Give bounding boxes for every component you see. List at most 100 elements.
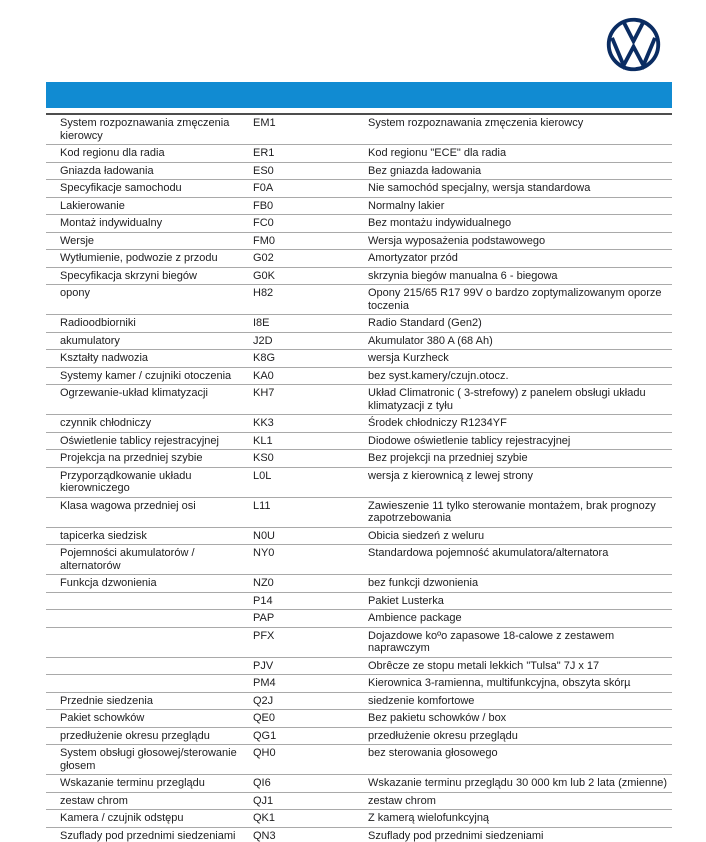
row-label: Szuflady pod przednimi siedzeniami bbox=[60, 829, 236, 842]
row-description: Wskazanie terminu przeglądu 30 000 km lu… bbox=[368, 777, 667, 789]
row-label: tapicerka siedzisk bbox=[60, 529, 147, 542]
row-description: Diodowe oświetlenie tablicy rejestracyjn… bbox=[368, 434, 571, 447]
row-code: G0K bbox=[253, 269, 276, 282]
row-code: ER1 bbox=[253, 147, 275, 159]
table-row: tapicerka siedzisk N0U Obicia siedzeń z … bbox=[46, 528, 672, 545]
row-description: Bez pakietu schowków / box bbox=[368, 712, 507, 724]
table-row: Ogrzewanie-układ klimatyzacji KH7 Układ … bbox=[46, 385, 672, 415]
table-row: opony H82 Opony 215/65 R17 99V o bardzo … bbox=[46, 285, 672, 315]
row-code: ES0 bbox=[253, 164, 274, 177]
row-label bbox=[60, 612, 252, 625]
table-row: PM4 Kierownica 3-ramienna, multifunkcyjn… bbox=[46, 675, 672, 693]
row-code: FC0 bbox=[253, 217, 274, 229]
row-code: L11 bbox=[253, 499, 271, 512]
row-label: Przyporządkowanie układu kierowniczego bbox=[60, 469, 192, 495]
row-label: Przednie siedzenia bbox=[60, 694, 153, 707]
row-description: Kod regionu "ECE" dla radia bbox=[368, 147, 507, 159]
row-code: P14 bbox=[253, 594, 273, 607]
row-label: Kształty nadwozia bbox=[60, 352, 149, 364]
row-label: System rozpoznawania zmęczenia kierowcy bbox=[60, 117, 230, 142]
table-row: Kamera / czujnik odstępu QK1 Z kamerą wi… bbox=[46, 810, 672, 828]
header-blue-bar bbox=[46, 82, 672, 108]
row-label: Ogrzewanie-układ klimatyzacji bbox=[60, 387, 208, 399]
table-row: Gniazda ładowania ES0 Bez gniazda ładowa… bbox=[46, 163, 672, 180]
row-description: Pakiet Lusterka bbox=[368, 594, 444, 607]
table-row: Lakierowanie FB0 Normalny lakier bbox=[46, 198, 672, 215]
table-row: PFX Dojazdowe koºo zapasowe 18-calowe z … bbox=[46, 628, 672, 658]
table-row: Przednie siedzenia Q2J siedzenie komfort… bbox=[46, 693, 672, 710]
row-description: skrzynia biegów manualna 6 - biegowa bbox=[368, 269, 558, 282]
row-code: KA0 bbox=[253, 369, 274, 382]
row-label: opony bbox=[60, 287, 90, 299]
table-row: Szuflady pod przednimi siedzeniami QN3 S… bbox=[46, 828, 672, 842]
row-label bbox=[60, 677, 252, 690]
row-label: Funkcja dzwonienia bbox=[60, 577, 157, 589]
row-label: Projekcja na przedniej szybie bbox=[60, 452, 203, 464]
row-description: bez funkcji dzwonienia bbox=[368, 577, 479, 589]
row-description: Amortyzator przód bbox=[368, 252, 458, 264]
row-description: wersja Kurzheck bbox=[368, 352, 449, 364]
row-label: zestaw chrom bbox=[60, 794, 128, 807]
row-description: Bez gniazda ładowania bbox=[368, 164, 482, 177]
row-code: FM0 bbox=[253, 234, 275, 247]
row-code: QN3 bbox=[253, 829, 276, 842]
row-description: Wersja wyposażenia podstawowego bbox=[368, 234, 546, 247]
row-label: Kamera / czujnik odstępu bbox=[60, 812, 184, 824]
row-code: F0A bbox=[253, 182, 274, 194]
row-code: N0U bbox=[253, 529, 276, 542]
table-row: Specyfikacje samochodu F0A Nie samochód … bbox=[46, 180, 672, 198]
row-label: Oświetlenie tablicy rejestracyjnej bbox=[60, 434, 219, 447]
row-description: Układ Climatronic ( 3-strefowy) z panele… bbox=[368, 387, 646, 412]
table-row: Radioodbiorniki I8E Radio Standard (Gen2… bbox=[46, 315, 672, 333]
table-row: Montaż indywidualny FC0 Bez montażu indy… bbox=[46, 215, 672, 233]
table-row: Pojemności akumulatorów / alternatorów N… bbox=[46, 545, 672, 575]
row-description: wersja z kierownicą z lewej strony bbox=[368, 469, 534, 482]
row-description: Kierownica 3-ramienna, multifunkcyjna, o… bbox=[368, 677, 631, 689]
row-description: Opony 215/65 R17 99V o bardzo zoptymaliz… bbox=[368, 287, 662, 312]
row-code: QK1 bbox=[253, 812, 276, 824]
row-description: Normalny lakier bbox=[368, 199, 445, 212]
row-label bbox=[60, 630, 252, 655]
row-description: Z kamerą wielofunkcyjną bbox=[368, 812, 490, 824]
row-code: QJ1 bbox=[253, 794, 274, 807]
row-code: H82 bbox=[253, 287, 274, 299]
equipment-table: System rozpoznawania zmęczenia kierowcy … bbox=[46, 113, 672, 842]
row-label: przedłużenie okresu przeglądu bbox=[60, 729, 210, 742]
row-code: QI6 bbox=[253, 777, 271, 789]
table-row: Specyfikacja skrzyni biegów G0K skrzynia… bbox=[46, 268, 672, 285]
row-label: Wersje bbox=[60, 234, 95, 247]
row-label: Gniazda ładowania bbox=[60, 164, 154, 177]
row-label bbox=[60, 660, 252, 673]
row-code: EM1 bbox=[253, 117, 276, 129]
row-description: Szuflady pod przednimi siedzeniami bbox=[368, 829, 544, 842]
row-label: Kod regionu dla radia bbox=[60, 147, 165, 159]
table-row: PAP Ambience package bbox=[46, 610, 672, 628]
table-row: akumulatory J2D Akumulator 380 A (68 Ah) bbox=[46, 333, 672, 350]
table-row: czynnik chłodniczy KK3 Środek chłodniczy… bbox=[46, 415, 672, 433]
row-label: Wytłumienie, podwozie z przodu bbox=[60, 252, 218, 264]
row-code: G02 bbox=[253, 252, 274, 264]
row-description: bez sterowania głosowego bbox=[368, 747, 498, 759]
row-description: Ambience package bbox=[368, 612, 462, 624]
row-label: System obsługi głosowej/sterowanie głose… bbox=[60, 747, 237, 772]
row-description: Standardowa pojemność akumulatora/altern… bbox=[368, 547, 609, 559]
table-row: Przyporządkowanie układu kierowniczego L… bbox=[46, 468, 672, 498]
row-code: PM4 bbox=[253, 677, 276, 689]
row-label: Specyfikacje samochodu bbox=[60, 182, 182, 194]
row-code: KS0 bbox=[253, 452, 274, 464]
row-label: Montaż indywidualny bbox=[60, 217, 163, 229]
row-code: QH0 bbox=[253, 747, 276, 759]
table-row: przedłużenie okresu przeglądu QG1 przedł… bbox=[46, 728, 672, 745]
row-description: Bez montażu indywidualnego bbox=[368, 217, 512, 229]
row-code: PAP bbox=[253, 612, 275, 624]
row-code: Q2J bbox=[253, 694, 274, 707]
row-description: bez syst.kamery/czujn.otocz. bbox=[368, 369, 509, 382]
row-description: Środek chłodniczy R1234YF bbox=[368, 417, 507, 429]
row-description: Zawieszenie 11 tylko sterowanie montażem… bbox=[368, 499, 656, 525]
table-row: Kształty nadwozia K8G wersja Kurzheck bbox=[46, 350, 672, 368]
table-row: Projekcja na przedniej szybie KS0 Bez pr… bbox=[46, 450, 672, 468]
row-code: QE0 bbox=[253, 712, 276, 724]
row-code: KK3 bbox=[253, 417, 274, 429]
row-code: QG1 bbox=[253, 729, 277, 742]
